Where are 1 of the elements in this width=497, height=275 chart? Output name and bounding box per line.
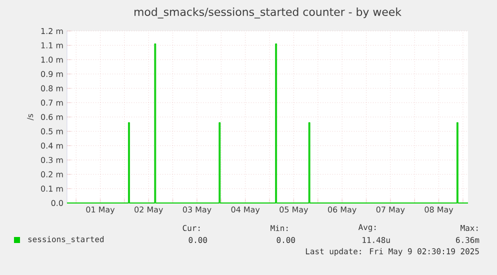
chart-title: mod_smacks/sessions_started counter - by week	[134, 8, 402, 18]
